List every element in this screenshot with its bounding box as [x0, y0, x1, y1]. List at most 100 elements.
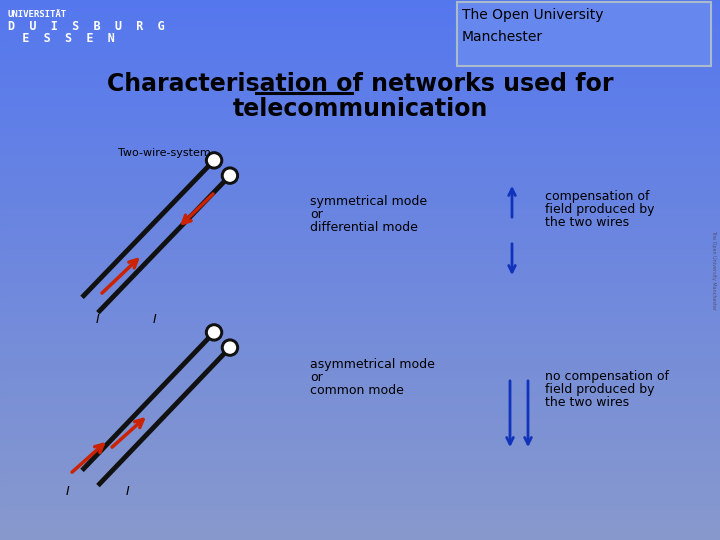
Text: I: I [126, 485, 130, 498]
Bar [0, 74, 720, 82]
Bar [0, 418, 720, 426]
Bar [0, 162, 720, 170]
Bar [0, 81, 720, 89]
Text: or: or [310, 208, 323, 221]
Bar [0, 330, 720, 339]
Bar [0, 364, 720, 372]
Bar [0, 384, 720, 393]
Text: D  U  I  S  B  U  R  G: D U I S B U R G [8, 20, 165, 33]
Text: The Open University: The Open University [462, 8, 603, 22]
Text: the two wires: the two wires [545, 396, 629, 409]
Bar [0, 526, 720, 534]
Text: no compensation of: no compensation of [545, 370, 669, 383]
Text: Characterisation of networks used for: Characterisation of networks used for [107, 72, 613, 96]
Bar [0, 438, 720, 447]
Text: field produced by: field produced by [545, 203, 654, 216]
Text: Two-wire-system: Two-wire-system [118, 148, 211, 158]
Circle shape [206, 152, 222, 169]
Bar [0, 94, 720, 102]
Bar [0, 432, 720, 440]
Bar [0, 230, 720, 237]
Bar [0, 291, 720, 298]
Bar [0, 426, 720, 433]
Bar [0, 357, 720, 366]
Bar [0, 284, 720, 291]
Bar [0, 202, 720, 210]
Bar [0, 68, 720, 75]
Bar [0, 176, 720, 183]
FancyBboxPatch shape [457, 2, 711, 66]
Bar [0, 243, 720, 251]
Text: compensation of: compensation of [545, 190, 649, 203]
Text: common mode: common mode [310, 384, 404, 397]
Circle shape [222, 167, 238, 184]
Bar [0, 60, 720, 69]
Bar [0, 345, 720, 352]
Bar [0, 14, 720, 21]
Text: symmetrical mode: symmetrical mode [310, 195, 427, 208]
Bar [0, 480, 720, 487]
Bar [0, 40, 720, 48]
Text: field produced by: field produced by [545, 383, 654, 396]
Text: I: I [66, 485, 70, 498]
Bar [0, 33, 720, 42]
Bar [0, 500, 720, 507]
Bar [0, 351, 720, 359]
Bar [0, 148, 720, 156]
Bar [0, 492, 720, 501]
Circle shape [209, 327, 220, 338]
Bar [0, 378, 720, 386]
Bar [0, 216, 720, 224]
Bar [0, 222, 720, 231]
Bar [0, 372, 720, 379]
Text: differential mode: differential mode [310, 221, 418, 234]
Text: the two wires: the two wires [545, 216, 629, 229]
Bar [0, 472, 720, 480]
Bar [0, 453, 720, 460]
Text: asymmetrical mode: asymmetrical mode [310, 358, 435, 371]
Bar [0, 310, 720, 318]
Bar [0, 54, 720, 62]
Text: UNIVERSITÄT: UNIVERSITÄT [8, 10, 67, 19]
Text: or: or [310, 371, 323, 384]
Bar [0, 276, 720, 285]
Bar [0, 465, 720, 474]
Bar [0, 237, 720, 244]
Bar [0, 297, 720, 305]
Bar [0, 486, 720, 494]
Bar [0, 168, 720, 177]
Bar [0, 87, 720, 96]
Bar [0, 102, 720, 109]
Circle shape [209, 155, 220, 166]
Bar [0, 263, 720, 271]
Text: I: I [153, 313, 157, 326]
Bar [0, 534, 720, 540]
Bar [0, 195, 720, 204]
Text: telecommunication: telecommunication [233, 97, 487, 121]
Bar [0, 399, 720, 406]
Bar [0, 183, 720, 190]
Bar [0, 20, 720, 28]
Bar [0, 446, 720, 453]
Bar [0, 507, 720, 514]
Circle shape [222, 339, 238, 356]
Bar [0, 324, 720, 332]
Bar [0, 392, 720, 399]
Circle shape [225, 342, 235, 353]
Bar [0, 317, 720, 325]
Bar [0, 47, 720, 55]
Bar [0, 270, 720, 278]
Text: I: I [96, 313, 100, 326]
Bar [0, 156, 720, 163]
Bar [0, 513, 720, 521]
Circle shape [205, 324, 222, 341]
Bar [0, 115, 720, 123]
Bar [0, 303, 720, 312]
Bar [0, 256, 720, 264]
Bar [0, 108, 720, 116]
Bar [0, 338, 720, 345]
Bar [0, 122, 720, 129]
Bar [0, 27, 720, 35]
Text: Manchester: Manchester [462, 30, 543, 44]
Text: E  S  S  E  N: E S S E N [8, 32, 115, 45]
